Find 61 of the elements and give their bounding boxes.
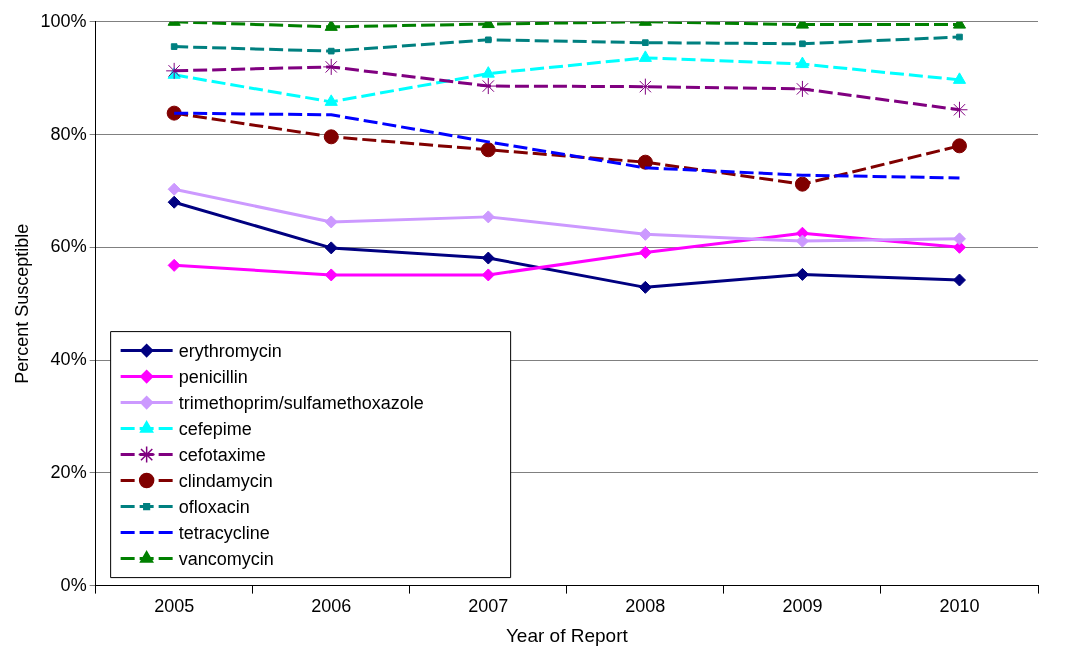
point bbox=[638, 50, 652, 62]
y-tick-label: 60% bbox=[50, 236, 87, 257]
legend-label: cefotaxime bbox=[178, 444, 266, 465]
legend-label: cefepime bbox=[178, 418, 252, 439]
point bbox=[793, 80, 811, 98]
legend-label: trimethoprim/sulfamethoxazole bbox=[178, 392, 424, 413]
point bbox=[952, 273, 966, 287]
point bbox=[642, 39, 649, 46]
y-tick-label: 80% bbox=[50, 123, 87, 144]
point bbox=[170, 43, 178, 50]
point bbox=[167, 258, 181, 272]
legend-label: clindamycin bbox=[178, 470, 273, 491]
point bbox=[324, 268, 338, 282]
y-tick-label: 100% bbox=[40, 10, 87, 31]
point bbox=[795, 56, 809, 69]
point bbox=[323, 129, 339, 145]
point bbox=[794, 176, 810, 192]
point bbox=[637, 154, 653, 170]
point bbox=[481, 268, 495, 282]
y-axis-title: Percent Susceptible bbox=[11, 223, 32, 384]
point bbox=[638, 245, 652, 259]
point bbox=[799, 40, 806, 48]
point bbox=[167, 182, 181, 196]
point bbox=[795, 267, 809, 281]
point bbox=[167, 195, 181, 209]
point bbox=[951, 138, 967, 154]
point bbox=[324, 215, 338, 229]
x-tick-label: 2009 bbox=[782, 596, 823, 617]
point bbox=[481, 251, 495, 265]
point bbox=[956, 33, 963, 41]
point bbox=[481, 210, 495, 224]
x-tick-label: 2008 bbox=[625, 596, 666, 617]
point bbox=[479, 77, 497, 95]
point bbox=[481, 66, 495, 78]
x-axis-title: Year of Report bbox=[505, 624, 629, 646]
x-tick-label: 2007 bbox=[468, 596, 509, 617]
x-tick-label: 2010 bbox=[939, 596, 980, 617]
point bbox=[795, 234, 809, 248]
point bbox=[480, 142, 496, 158]
point bbox=[324, 21, 338, 31]
y-tick-label: 0% bbox=[60, 574, 87, 595]
point bbox=[484, 36, 492, 44]
x-tick-label: 2005 bbox=[154, 596, 195, 617]
legend-label: tetracycline bbox=[178, 522, 270, 543]
point bbox=[952, 232, 966, 246]
point bbox=[322, 58, 340, 76]
point bbox=[638, 280, 652, 294]
point bbox=[324, 94, 338, 106]
y-tick-label: 40% bbox=[50, 349, 87, 370]
x-tick-label: 2006 bbox=[311, 596, 352, 617]
point bbox=[165, 62, 183, 80]
point bbox=[324, 241, 338, 255]
point bbox=[327, 47, 335, 55]
point bbox=[952, 72, 967, 84]
legend-label: penicillin bbox=[178, 366, 248, 387]
legend-label: ofloxacin bbox=[178, 496, 250, 517]
y-tick-label: 20% bbox=[50, 461, 87, 482]
point bbox=[950, 101, 968, 119]
point bbox=[638, 227, 652, 241]
legend-label: vancomycin bbox=[178, 548, 274, 569]
legend-label: erythromycin bbox=[178, 340, 282, 361]
